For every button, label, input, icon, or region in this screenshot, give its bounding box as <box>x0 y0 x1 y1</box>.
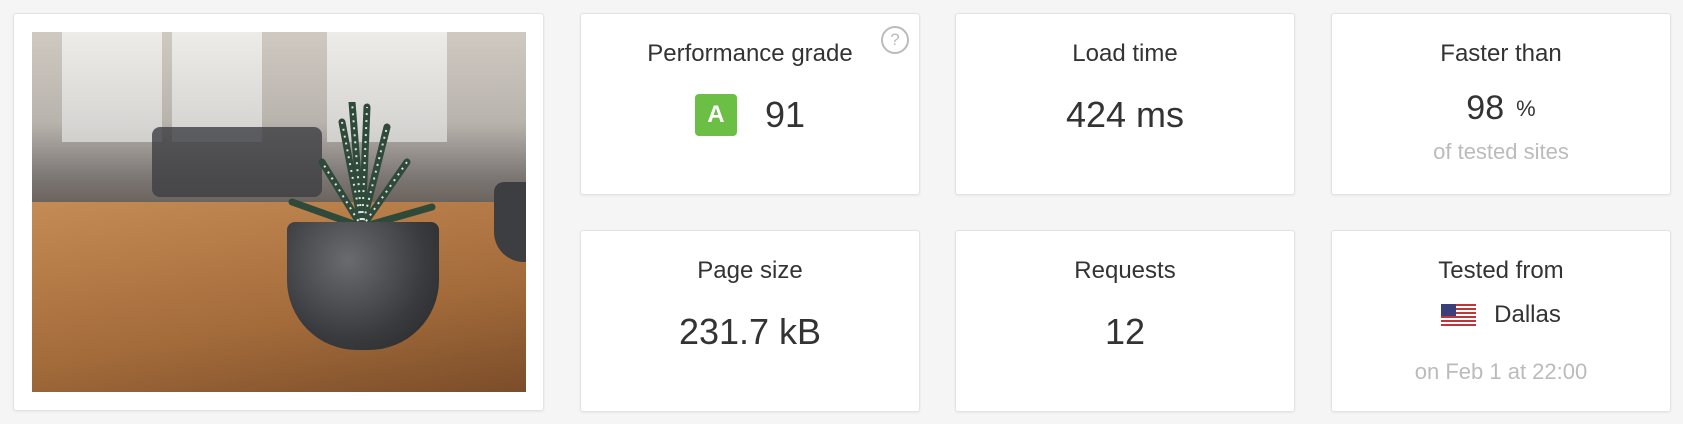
us-flag-icon <box>1441 303 1477 327</box>
faster-than-card: Faster than 98% of tested sites <box>1331 13 1671 195</box>
card-title: Requests <box>1074 257 1176 284</box>
test-location: Dallas <box>1494 301 1561 328</box>
card-title: Tested from <box>1438 257 1564 284</box>
faster-than-subtitle: of tested sites <box>1433 139 1569 164</box>
grade-badge: A <box>694 94 737 136</box>
requests-card: Requests 12 <box>955 230 1295 412</box>
help-icon[interactable]: ? <box>881 26 909 54</box>
card-title: Faster than <box>1440 40 1562 67</box>
card-title: Load time <box>1072 40 1178 67</box>
test-date: on Feb 1 at 22:00 <box>1414 359 1588 384</box>
card-title: Performance grade <box>647 40 853 67</box>
load-time-card: Load time 424 ms <box>955 13 1295 195</box>
load-time-value: 424 ms <box>1065 94 1185 135</box>
card-title: Page size <box>697 257 803 284</box>
page-size-value: 231.7 kB <box>678 311 822 352</box>
percent-unit: % <box>1516 95 1536 121</box>
requests-value: 12 <box>1104 311 1146 352</box>
tested-from-card: Tested from Dallas on Feb 1 at 22:00 <box>1331 230 1671 412</box>
page-screenshot-image <box>32 32 526 392</box>
performance-grade-card: Performance grade ? A 91 <box>580 13 920 195</box>
screenshot-card <box>13 13 544 411</box>
grade-score: 91 <box>764 94 806 135</box>
faster-than-value: 98 <box>1466 89 1505 127</box>
page-size-card: Page size 231.7 kB <box>580 230 920 412</box>
